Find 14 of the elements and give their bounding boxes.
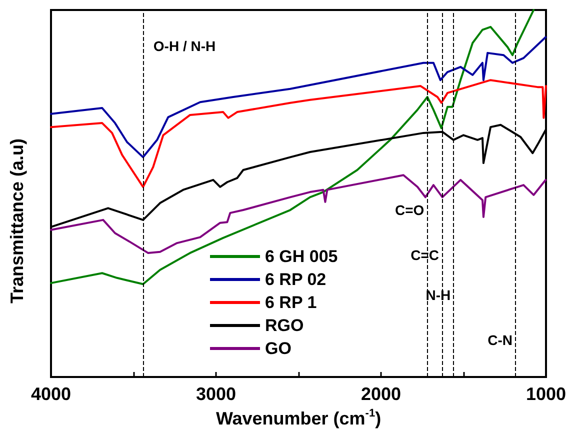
- x-tick-label: 3000: [196, 384, 236, 404]
- ref-line-label: C-N: [488, 332, 512, 348]
- ref-line-label: C=C: [410, 247, 440, 263]
- legend-label: 6 GH 005: [265, 247, 338, 266]
- x-tick-label: 1000: [526, 384, 566, 404]
- y-axis-title: Transmittance (a.u): [7, 138, 27, 304]
- ref-line-label: O-H / N-H: [153, 38, 216, 54]
- x-tick-label: 4000: [30, 384, 72, 404]
- ref-line-label: C=O: [395, 202, 424, 218]
- legend-label: 6 RP 02: [265, 270, 326, 289]
- legend-label: 6 RP 1: [265, 293, 317, 312]
- legend-label: RGO: [265, 316, 304, 335]
- x-tick-label: 2000: [360, 384, 402, 404]
- legend-label: GO: [265, 339, 292, 358]
